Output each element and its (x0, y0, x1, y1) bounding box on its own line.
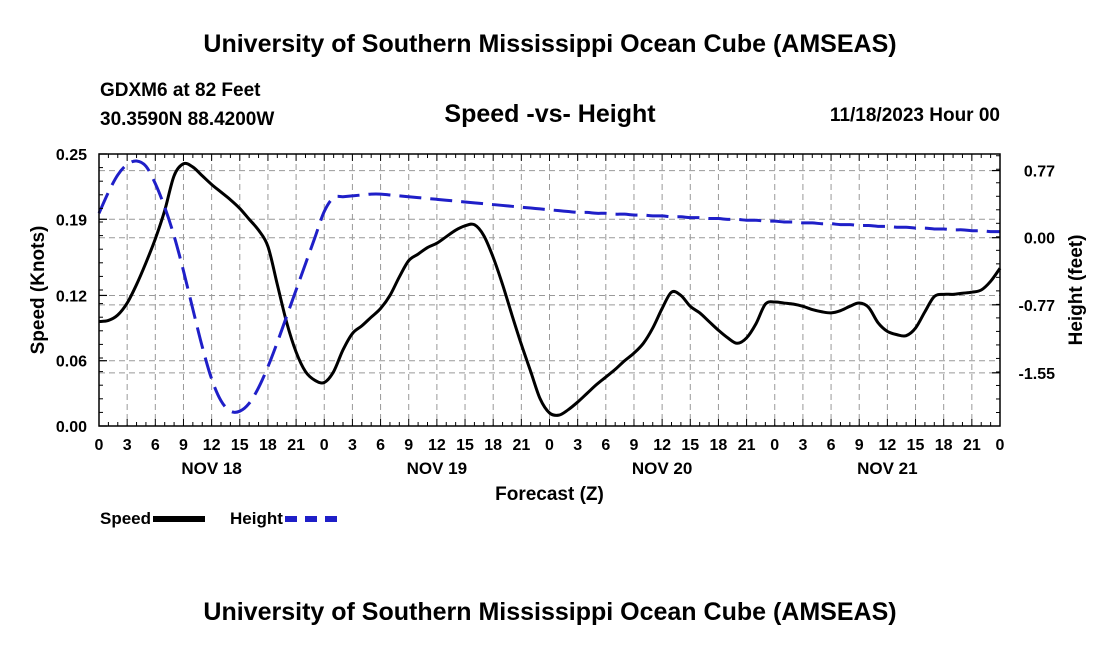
x-tick-label: 3 (573, 437, 582, 454)
footer-title: University of Southern Mississippi Ocean… (203, 598, 897, 626)
station-name: GDXM6 at 82 Feet (100, 80, 261, 101)
chart-subtitle: Speed -vs- Height (444, 100, 656, 128)
x-tick-label: 3 (123, 437, 132, 454)
y-axis-label: Speed (Knots) (28, 226, 49, 355)
y-tick-label: 0.06 (56, 354, 87, 371)
y2-tick-label: -1.55 (1019, 366, 1056, 383)
x-tick-label: 9 (855, 437, 864, 454)
x-tick-label: 18 (259, 437, 277, 454)
x-tick-label: 12 (203, 437, 221, 454)
x-tick-label: 3 (348, 437, 357, 454)
chart-series (97, 159, 1002, 417)
legend-height: Height (230, 509, 337, 529)
x-tick-label: 21 (963, 437, 981, 454)
x-tick-label: 15 (231, 437, 249, 454)
x-tick-label: 6 (827, 437, 836, 454)
x-tick-label: 0 (545, 437, 554, 454)
date-label: NOV 18 (181, 459, 241, 478)
station-info: GDXM6 at 82 Feet 30.3590N 88.4200W (100, 76, 274, 134)
x-tick-label: 9 (179, 437, 188, 454)
chart-axes: 0 3 6 9 12 15 18 21 0 3 6 9 12 15 18 21 0 3 6 9 12 15 18 21 0 3 6 9… (56, 147, 1055, 478)
y-tick-label: 0.19 (56, 212, 87, 229)
x-tick-label: 3 (798, 437, 807, 454)
x-tick-label: 21 (287, 437, 305, 454)
x-tick-label: 0 (770, 437, 779, 454)
legend-speed-swatch (153, 516, 206, 522)
x-tick-label: 0 (996, 437, 1005, 454)
date-label: NOV 21 (857, 459, 917, 478)
height-series-line (97, 159, 1001, 414)
x-tick-label: 12 (878, 437, 896, 454)
x-tick-label: 0 (320, 437, 329, 454)
legend-speed-label: Speed (100, 509, 152, 528)
legend-height-label: Height (230, 509, 283, 528)
date-label: NOV 20 (632, 459, 692, 478)
y2-tick-label: -0.77 (1019, 298, 1056, 315)
y2-tick-label: 0.00 (1024, 231, 1055, 248)
forecast-datetime: 11/18/2023 Hour 00 (829, 105, 1000, 126)
station-coordinates: 30.3590N 88.4200W (100, 109, 275, 130)
y2-tick-label: 0.77 (1024, 164, 1055, 181)
y2-axis-label: Height (feet) (1066, 235, 1087, 346)
x-tick-label: 18 (484, 437, 502, 454)
x-tick-label: 6 (376, 437, 385, 454)
x-tick-label: 6 (151, 437, 160, 454)
x-tick-label: 18 (710, 437, 728, 454)
x-tick-label: 9 (630, 437, 639, 454)
x-tick-label: 18 (935, 437, 953, 454)
x-tick-label: 15 (907, 437, 925, 454)
x-tick-label: 15 (456, 437, 474, 454)
x-tick-label: 21 (512, 437, 530, 454)
x-tick-label: 9 (404, 437, 413, 454)
x-tick-label: 21 (738, 437, 756, 454)
legend-height-swatch (284, 516, 337, 522)
legend-speed: Speed (100, 509, 206, 529)
chart-title: University of Southern Mississippi Ocean… (203, 30, 897, 58)
x-tick-label: 0 (95, 437, 104, 454)
date-label: NOV 19 (407, 459, 467, 478)
x-tick-label: 6 (601, 437, 610, 454)
x-tick-label: 15 (681, 437, 699, 454)
y-tick-label: 0.00 (56, 419, 87, 436)
x-axis-label: Forecast (Z) (495, 484, 604, 505)
y-tick-label: 0.25 (56, 147, 87, 164)
x-tick-label: 12 (653, 437, 671, 454)
chart-grid (99, 154, 1000, 426)
y-tick-label: 0.12 (56, 288, 87, 305)
x-tick-label: 12 (428, 437, 446, 454)
speed-series-line (98, 161, 1002, 417)
